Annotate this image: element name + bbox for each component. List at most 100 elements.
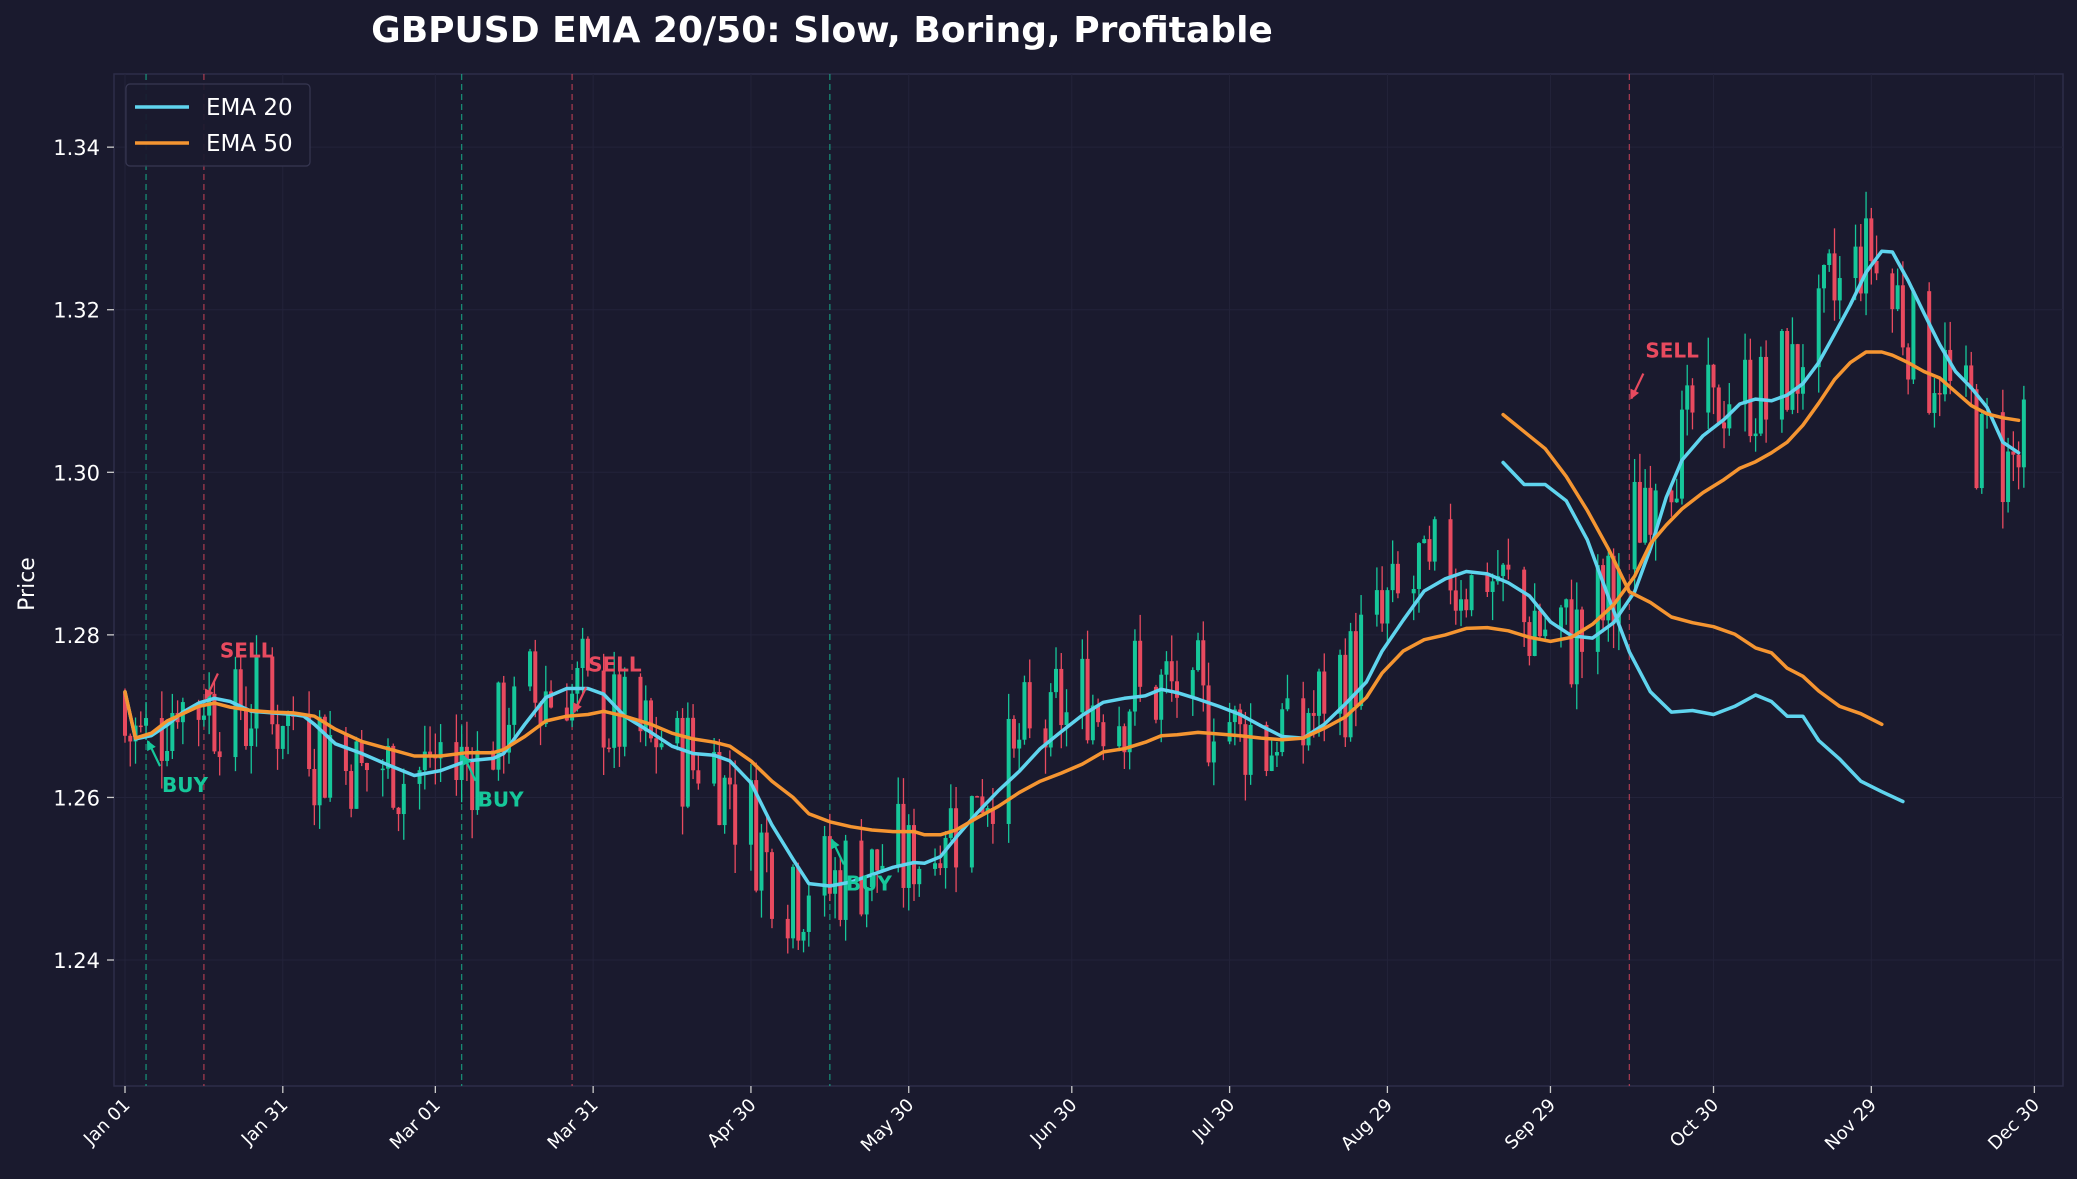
candle-body (675, 717, 680, 744)
candle-body (1490, 581, 1495, 592)
candle-body (2016, 454, 2021, 468)
candle-body (496, 682, 501, 770)
candle-body (691, 717, 696, 771)
candle-body (1743, 359, 1748, 405)
candle-body (549, 691, 554, 708)
candle-body (827, 836, 832, 894)
candle-body (570, 693, 575, 721)
candle-body (1800, 367, 1805, 394)
candle-body (1306, 712, 1311, 746)
candle-body (1690, 385, 1695, 413)
signal-arrowhead-buy-4 (830, 838, 840, 850)
candle-body (575, 668, 580, 694)
signal-arrowhead-sell-5 (1630, 388, 1640, 400)
candle-body (396, 807, 401, 815)
candle-body (317, 716, 322, 806)
candle-body (1348, 631, 1353, 738)
candle-body (1853, 246, 1858, 279)
candle-body (975, 796, 980, 798)
candle-body (1022, 682, 1027, 740)
candle-body (212, 693, 217, 752)
candle-body (275, 724, 280, 749)
candle-body (1416, 543, 1421, 589)
candle-body (1159, 674, 1164, 720)
candle-body (217, 751, 222, 758)
candle-body (1132, 640, 1137, 712)
candle-body (1837, 278, 1842, 301)
candle-body (438, 742, 443, 759)
candle-body (286, 713, 291, 726)
candle-body (1380, 590, 1385, 624)
candle-body (1196, 640, 1201, 671)
candle-body (1564, 599, 1569, 608)
candle-body (312, 768, 317, 806)
candle-body (1232, 709, 1237, 723)
ema-lines (123, 249, 2021, 888)
candle-body (801, 931, 806, 941)
candle-body (1611, 555, 1616, 624)
candle-body (243, 707, 248, 746)
candle-body (948, 808, 953, 838)
signal-label-sell-5: SELL (1645, 339, 1699, 363)
candle-body (128, 735, 133, 742)
candle-body (601, 670, 606, 748)
legend: EMA 20 EMA 50 (125, 83, 311, 167)
candle-body (1748, 359, 1753, 437)
candle-body (606, 747, 611, 750)
candle-body (165, 750, 170, 761)
candle-body (2011, 451, 2016, 455)
candle-body (1969, 365, 1974, 390)
candle-body (1779, 330, 1784, 420)
candle-body (1054, 668, 1059, 693)
candle-body (1359, 614, 1364, 707)
candle-body (422, 751, 427, 771)
candle-body (875, 849, 880, 871)
candle-body (1311, 712, 1316, 716)
ema-line-50-tail (1501, 412, 1884, 727)
candlesticks (123, 191, 2026, 954)
candle-body (1685, 385, 1690, 410)
candle-body (1632, 481, 1637, 570)
candle-body (380, 768, 385, 771)
candle-body (1648, 487, 1653, 535)
candle-body (417, 770, 422, 784)
candle-body (969, 796, 974, 868)
candle-body (1537, 610, 1542, 637)
candle-body (1679, 409, 1684, 499)
candle-body (1532, 610, 1537, 656)
candle-body (1758, 356, 1763, 434)
candle-body (1122, 726, 1127, 753)
candle-body (1453, 590, 1458, 611)
candle-body (1606, 555, 1611, 621)
candle-body (2021, 399, 2026, 468)
candle-body (1459, 599, 1464, 611)
candle-body (1064, 712, 1069, 726)
candle-body (307, 716, 312, 769)
candle-body (270, 656, 275, 725)
candle-body (1422, 539, 1427, 544)
candle-body (533, 651, 538, 703)
candle-body (1558, 607, 1563, 630)
candle-body (1227, 722, 1232, 742)
candle-body (612, 674, 617, 748)
signal-label-buy-4: BUY (846, 871, 892, 895)
grid (114, 74, 2063, 1086)
candle-body (1942, 349, 1947, 395)
candle-body (643, 700, 648, 732)
y-tick-label-2: 1.28 (53, 624, 100, 648)
candle-body (880, 865, 885, 871)
candle-body (1974, 389, 1979, 489)
candle-body (1011, 718, 1016, 749)
candle-body (349, 771, 354, 809)
candle-body (538, 702, 543, 725)
candle-body (1427, 539, 1432, 562)
y-tick-label-0: 1.24 (53, 949, 100, 973)
candle-body (1201, 640, 1206, 686)
candle-body (1706, 364, 1711, 413)
signal-annotations: BUY SELL BUY SELL BUY SELL (147, 339, 1699, 895)
candle-body (254, 656, 259, 729)
ema-line-50 (123, 350, 2021, 837)
candle-body (1343, 654, 1348, 738)
y-tick-label-3: 1.30 (53, 461, 100, 485)
